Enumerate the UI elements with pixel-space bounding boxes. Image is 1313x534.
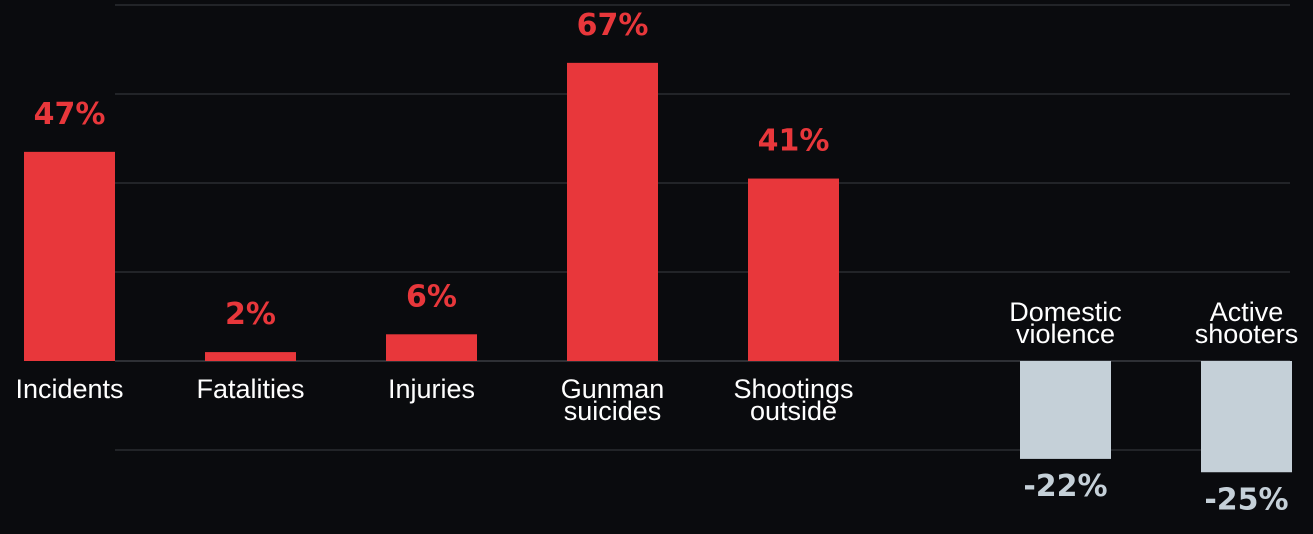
category-label: Gunman — [561, 374, 665, 404]
data-label: 67% — [577, 8, 649, 43]
category-label: Injuries — [388, 374, 475, 404]
category-label: Shootings — [733, 374, 853, 404]
category-label: violence — [1016, 319, 1115, 349]
data-label: 6% — [406, 279, 457, 314]
category-label: suicides — [564, 396, 662, 426]
bar — [1020, 361, 1111, 459]
category-label: Domestic — [1009, 297, 1122, 327]
data-label: -25% — [1204, 482, 1288, 517]
category-label: Fatalities — [196, 374, 304, 404]
data-label: 41% — [758, 124, 830, 159]
bar — [748, 178, 839, 361]
category-label: Incidents — [15, 374, 123, 404]
bar — [386, 334, 477, 361]
data-label: -22% — [1023, 469, 1107, 504]
bar — [1201, 361, 1292, 473]
bar — [205, 352, 296, 361]
data-label: 2% — [225, 297, 276, 332]
data-label: 47% — [34, 97, 106, 132]
bar — [567, 62, 658, 361]
category-label: outside — [750, 396, 837, 426]
bar — [24, 151, 115, 361]
category-label: Active — [1210, 297, 1284, 327]
category-label: shooters — [1195, 319, 1299, 349]
